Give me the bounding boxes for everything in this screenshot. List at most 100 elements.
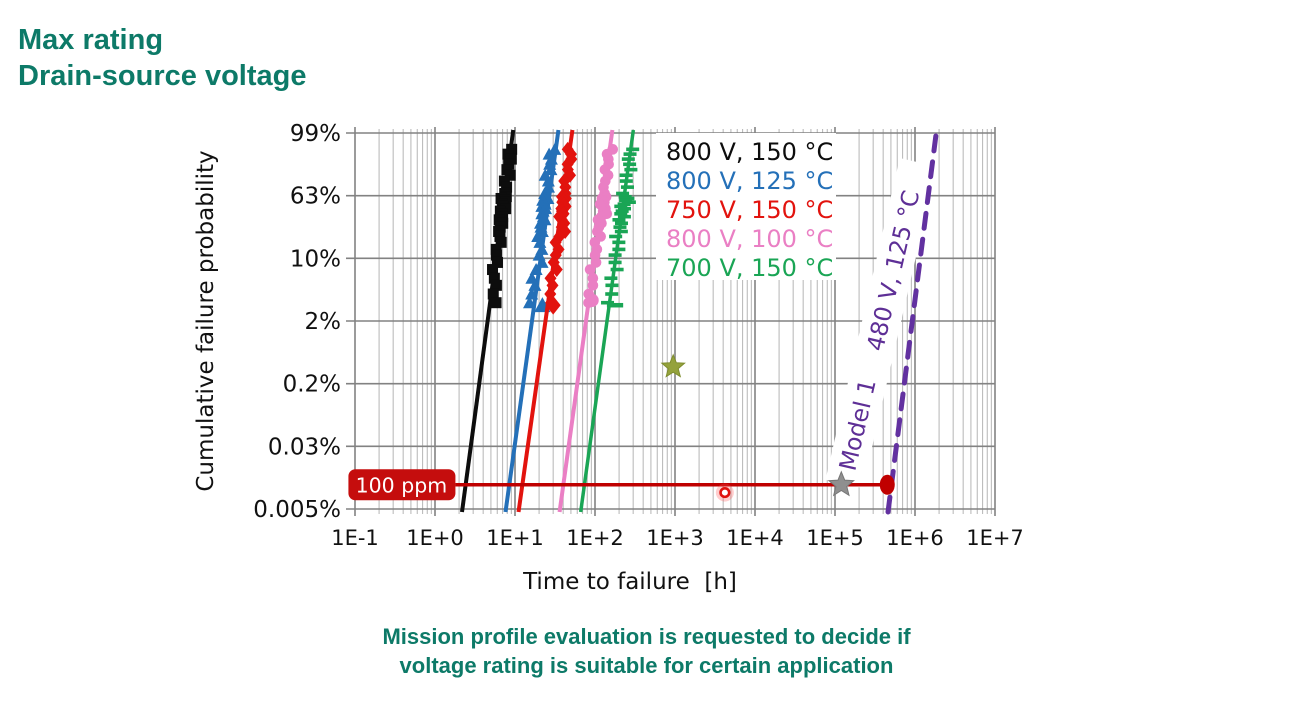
- y-tick-label: 0.03%: [268, 434, 341, 460]
- marker-square: [490, 297, 502, 309]
- series-line-800-v-125-c: [503, 129, 561, 513]
- y-tick-label: 2%: [305, 309, 342, 335]
- marker-tick: [605, 292, 619, 296]
- x-tick-label: 1E+2: [566, 526, 624, 550]
- x-tick-label: 1E+6: [886, 526, 944, 550]
- model-label-band: [825, 158, 937, 489]
- marker-tick: [608, 260, 622, 265]
- marker-triangle: [533, 235, 547, 248]
- marker-square: [494, 230, 506, 242]
- marker-tick: [605, 283, 619, 288]
- legend-item-800-v-125-c: 800 V, 125 °C: [666, 167, 833, 195]
- marker-tick: [614, 229, 628, 234]
- marker-triangle: [543, 157, 557, 170]
- marker-tick: [604, 276, 618, 281]
- marker-tick: [614, 221, 628, 226]
- marker-triangle: [535, 255, 549, 268]
- marker-circle: [584, 264, 596, 275]
- marker-diamond: [550, 262, 563, 278]
- marker-tick: [621, 196, 635, 201]
- marker-tick: [619, 198, 633, 203]
- x-tick-label: 1E-1: [331, 526, 379, 550]
- model-dashed-line: [885, 123, 940, 515]
- marker-triangle: [523, 296, 537, 309]
- x-tick-label: 1E+5: [806, 526, 864, 550]
- marker-circle: [585, 293, 599, 307]
- marker-tick: [613, 225, 627, 229]
- x-tick-label: 1E+7: [966, 526, 1024, 550]
- outlier-point: [719, 486, 731, 499]
- caption: Mission profile evaluation is requested …: [0, 622, 1293, 680]
- y-axis-title: Cumulative failure probability: [193, 150, 219, 491]
- y-tick-label: 10%: [290, 246, 341, 272]
- marker-tick: [624, 167, 638, 172]
- legend-item-800-v-100-c: 800 V, 100 °C: [666, 225, 833, 253]
- y-tick-label: 63%: [290, 184, 341, 210]
- legend-background: [656, 133, 836, 280]
- marker-square: [495, 236, 507, 248]
- marker-tick: [619, 179, 633, 183]
- marker-square: [504, 169, 516, 181]
- marker-circle: [587, 280, 599, 291]
- marker-triangle: [548, 142, 562, 155]
- marker-tick: [617, 202, 631, 207]
- title-line-2: Drain-source voltage: [18, 60, 307, 92]
- series-800-v-100-c: [557, 129, 619, 513]
- caption-line-2: voltage rating is suitable for certain a…: [399, 653, 894, 678]
- gray-star-marker: [827, 470, 855, 497]
- title-line-1: Max rating: [18, 24, 164, 56]
- marker-triangle: [541, 174, 555, 187]
- x-tick-label: 1E+4: [726, 526, 784, 550]
- marker-tick: [601, 300, 615, 305]
- marker-tick: [612, 218, 626, 222]
- marker-tick: [616, 191, 630, 196]
- marker-triangle: [525, 287, 539, 300]
- y-tick-label: 0.005%: [253, 497, 341, 523]
- marker-circle: [590, 257, 602, 268]
- marker-triangle: [529, 263, 543, 276]
- marker-tick: [615, 209, 629, 213]
- marker-tick: [623, 162, 637, 167]
- series-700-v-150-c: [578, 129, 640, 513]
- y-tick-label: 99%: [290, 121, 341, 147]
- model-line-label-group: Model 1 480 V, 125 °C: [825, 158, 937, 489]
- marker-diamond: [545, 295, 561, 315]
- x-tick-label: 1E+3: [646, 526, 704, 550]
- marker-tick: [612, 247, 626, 252]
- marker-square: [490, 243, 502, 255]
- marker-tick: [619, 173, 633, 178]
- threshold-label-box: [348, 469, 456, 501]
- series-800-v-150-c: [460, 129, 518, 513]
- marker-tick: [617, 214, 631, 219]
- marker-square: [501, 164, 513, 176]
- marker-square: [501, 181, 513, 193]
- marker-tick: [620, 185, 634, 189]
- x-tick-label: 1E+0: [406, 526, 464, 550]
- marker-tick: [626, 147, 640, 152]
- threshold-label: 100 ppm: [356, 473, 448, 497]
- legend-item-700-v-150-c: 700 V, 150 °C: [666, 254, 833, 282]
- marker-tick: [614, 204, 628, 209]
- marker-tick: [606, 302, 624, 308]
- olive-star-marker: [660, 353, 686, 378]
- page-title: Max rating Drain-source voltage: [18, 22, 306, 94]
- caption-line-1: Mission profile evaluation is requested …: [382, 624, 911, 649]
- marker-square: [488, 272, 500, 284]
- marker-tick: [609, 234, 623, 239]
- legend-item-800-v-150-c: 800 V, 150 °C: [666, 138, 833, 166]
- series-750-v-150-c: [516, 129, 578, 513]
- x-axis-title: Time to failure [h]: [522, 569, 737, 595]
- marker-square: [487, 264, 499, 276]
- marker-tick: [612, 240, 626, 245]
- marker-tick: [608, 253, 622, 257]
- marker-square: [487, 288, 499, 300]
- marker-tick: [614, 211, 628, 216]
- marker-square: [490, 279, 502, 291]
- marker-tick: [610, 267, 624, 272]
- x-tick-label: 1E+1: [486, 526, 544, 550]
- marker-triangle: [544, 163, 558, 176]
- marker-tick: [623, 152, 637, 156]
